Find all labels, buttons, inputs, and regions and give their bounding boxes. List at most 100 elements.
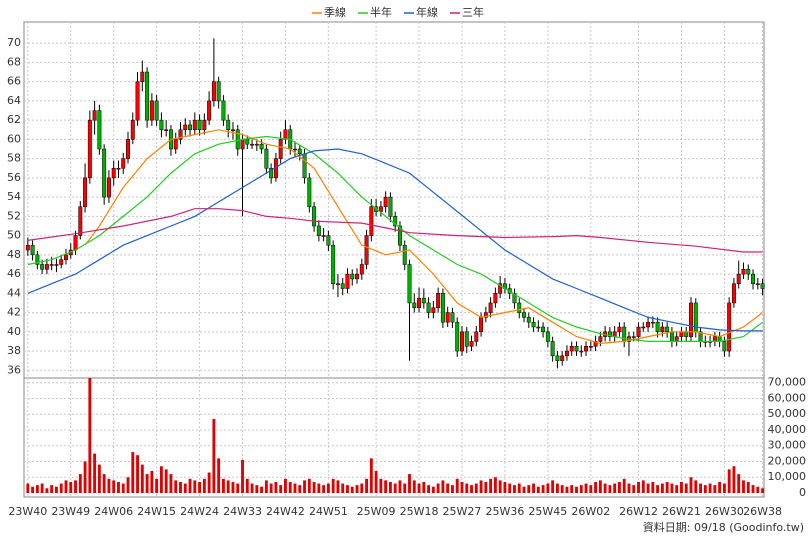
volume-bar xyxy=(484,481,488,493)
volume-bar xyxy=(326,483,330,493)
candle-body xyxy=(417,297,422,309)
volume-bar xyxy=(489,478,493,493)
volume-bar xyxy=(608,485,612,493)
candle-body xyxy=(178,129,183,140)
candle-body xyxy=(345,273,350,289)
volume-bar xyxy=(274,481,278,493)
volume-bar xyxy=(355,485,359,493)
candle-body xyxy=(755,283,760,285)
volume-bar xyxy=(465,483,469,493)
candle-body xyxy=(402,244,407,265)
candle-body xyxy=(474,331,479,342)
candle-body xyxy=(731,283,736,304)
x-tick-label: 25W45 xyxy=(528,505,567,518)
volume-bar xyxy=(665,481,669,493)
candle-body xyxy=(293,148,297,151)
candle-body xyxy=(59,259,64,265)
volume-bar xyxy=(112,480,116,493)
volume-bar xyxy=(761,488,764,493)
candle-body xyxy=(173,139,178,150)
candle-body xyxy=(83,177,88,207)
candle-body xyxy=(679,331,684,337)
candle-body xyxy=(130,119,135,140)
candle-body xyxy=(607,331,612,337)
candle-body xyxy=(40,264,45,270)
candle-body xyxy=(669,331,674,342)
candle-body xyxy=(421,297,426,304)
volume-bar xyxy=(150,470,154,493)
candle-body xyxy=(555,355,560,361)
candle-body xyxy=(646,321,651,328)
volume-bar xyxy=(198,481,202,493)
x-tick-label: 24W06 xyxy=(94,505,133,518)
x-tick-label: 25W27 xyxy=(443,505,482,518)
candle-body xyxy=(426,302,431,313)
candle-body xyxy=(30,244,35,256)
volume-bar xyxy=(140,464,144,493)
volume-bar xyxy=(589,485,593,493)
volume-bar xyxy=(183,483,187,493)
volume-bar xyxy=(317,483,321,493)
volume-bar xyxy=(431,486,435,493)
volume-bar xyxy=(388,481,392,493)
y-tick-label: 68 xyxy=(7,55,21,68)
volume-bar xyxy=(346,485,349,493)
ma-line xyxy=(27,148,763,332)
volume-bar xyxy=(231,481,235,493)
volume-bar xyxy=(159,466,163,493)
ma-line xyxy=(27,208,763,253)
candle-body xyxy=(283,129,288,140)
volume-bar xyxy=(121,483,125,493)
y-tick-label: 48 xyxy=(7,248,21,261)
volume-bar xyxy=(474,483,478,493)
candle-body xyxy=(159,119,164,131)
candle-body xyxy=(689,302,693,337)
candle-body xyxy=(483,312,488,318)
candle-body xyxy=(617,326,622,333)
volume-bar xyxy=(536,486,540,493)
volume-bar xyxy=(74,480,77,493)
volume-bar xyxy=(632,485,636,493)
volume-bar xyxy=(236,483,240,493)
volume-bar xyxy=(670,483,674,493)
volume-bar xyxy=(646,483,650,493)
legend-label: 年線 xyxy=(416,5,438,19)
candle-body xyxy=(245,139,250,145)
candle-body xyxy=(641,326,646,329)
y-tick-label: 42 xyxy=(7,306,21,319)
volume-bar xyxy=(298,485,302,493)
volume-bar xyxy=(26,483,30,493)
candle-body xyxy=(393,216,398,227)
volume-bar xyxy=(637,481,640,493)
volume-bar xyxy=(656,485,660,493)
y2-tick-label: 0 xyxy=(799,486,806,499)
volume-bar xyxy=(575,486,578,493)
candle-body xyxy=(631,336,636,338)
volume-bar xyxy=(250,483,254,493)
volume-bar xyxy=(226,480,230,493)
y-tick-label: 58 xyxy=(7,152,21,165)
candle-body xyxy=(235,129,240,150)
volume-bar xyxy=(83,461,87,493)
volume-bar xyxy=(756,486,760,493)
y-tick-label: 40 xyxy=(7,325,21,338)
volume-bar xyxy=(78,474,82,493)
volume-bar xyxy=(689,477,693,493)
candle-body xyxy=(250,143,255,146)
candle-body xyxy=(259,143,264,150)
volume-bar xyxy=(360,483,364,493)
x-tick-label: 24W24 xyxy=(180,505,219,518)
volume-bar xyxy=(684,483,688,493)
volume-bar xyxy=(541,485,545,493)
y2-tick-label: 60,000 xyxy=(768,391,807,404)
y2-tick-label: 40,000 xyxy=(768,423,807,436)
candle-body xyxy=(116,167,121,170)
volume-bar xyxy=(55,486,58,493)
y-tick-label: 52 xyxy=(7,209,21,222)
candle-body xyxy=(202,119,207,131)
volume-bar xyxy=(212,418,216,493)
candle-body xyxy=(665,326,670,333)
candle-body xyxy=(126,139,130,159)
candle-body xyxy=(197,119,202,131)
